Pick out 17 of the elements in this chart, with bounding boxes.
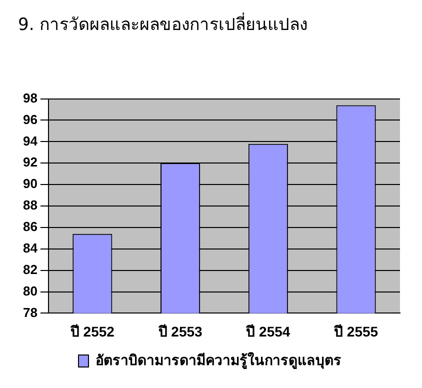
legend-label: อัตราบิดามารดามีความรู้ในการดูแลบุตร <box>96 350 342 369</box>
y-tick-label: 78 <box>22 304 38 320</box>
y-tick-label: 90 <box>22 176 38 192</box>
y-tick-label: 94 <box>22 133 38 148</box>
y-tick-label: 96 <box>22 112 38 127</box>
x-tick-label: ปี 2554 <box>245 323 290 340</box>
y-tick-label: 98 <box>22 90 38 106</box>
x-tick-label: ปี 2552 <box>69 323 115 340</box>
y-tick-label: 86 <box>22 219 38 234</box>
y-tick-label: 88 <box>22 198 38 213</box>
y-tick-label: 92 <box>22 154 38 170</box>
y-tick-label: 82 <box>22 262 38 277</box>
y-tick-label: 84 <box>22 240 38 256</box>
chart-title: 9. การวัดผลและผลของการเปลี่ยนแปลง <box>18 12 308 37</box>
x-tick-label: ปี 2553 <box>157 323 203 340</box>
y-tick-label: 80 <box>22 283 38 298</box>
x-tick-label: ปี 2555 <box>333 323 378 340</box>
